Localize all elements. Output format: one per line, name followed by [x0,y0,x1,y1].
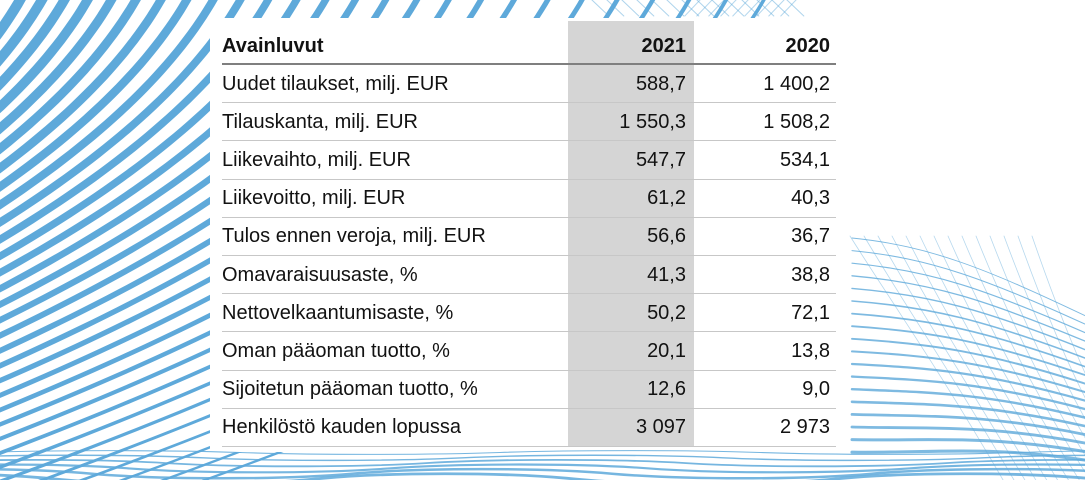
table-row: Henkilöstö kauden lopussa 3 097 2 973 [222,408,836,447]
row-label: Oman pääoman tuotto, % [222,339,450,362]
value-2021: 56,6 [568,217,694,255]
table-row: Oman pääoman tuotto, % 20,1 13,8 [222,332,836,371]
value-2021: 20,1 [568,332,694,370]
row-label: Nettovelkaantumisaste, % [222,301,454,324]
table-row: Liikevoitto, milj. EUR 61,2 40,3 [222,179,836,218]
bottom-wave-pattern [0,450,1085,480]
value-2020: 13,8 [791,339,830,362]
row-label: Henkilöstö kauden lopussa [222,416,462,439]
right-wave-pattern [849,235,1085,480]
value-2020: 9,0 [802,378,830,401]
mesh-pattern [591,0,805,17]
value-2021: 547,7 [568,141,694,179]
table-row: Sijoitetun pääoman tuotto, % 12,6 9,0 [222,370,836,409]
table-row: Uudet tilaukset, milj. EUR 588,7 1 400,2 [222,65,836,104]
column-header-2021: 2021 [568,21,694,63]
table-row: Omavaraisuusaste, % 41,3 38,8 [222,255,836,295]
row-label: Sijoitetun pääoman tuotto, % [222,378,478,401]
table-header-row: Avainluvut 2021 2020 [222,21,836,65]
value-2020: 72,1 [791,301,830,324]
row-label: Uudet tilaukset, milj. EUR [222,72,449,95]
value-2021: 3 097 [568,408,694,446]
row-label: Liikevaihto, milj. EUR [222,148,411,171]
value-2021: 1 550,3 [568,103,694,141]
value-2020: 2 973 [779,416,830,439]
value-2021: 588,7 [568,65,694,103]
row-label: Tilauskanta, milj. EUR [222,110,418,133]
table-row: Liikevaihto, milj. EUR 547,7 534,1 [222,141,836,180]
value-2020: 534,1 [779,148,830,171]
value-2021: 12,6 [568,370,694,408]
row-label: Liikevoitto, milj. EUR [222,187,406,210]
value-2021: 61,2 [568,179,694,217]
value-2021: 50,2 [568,294,694,332]
value-2020: 1 400,2 [763,72,830,95]
table-row: Nettovelkaantumisaste, % 50,2 72,1 [222,294,836,333]
key-figures-table: Avainluvut 2021 2020 Uudet tilaukset, mi… [222,21,836,447]
row-label: Tulos ennen veroja, milj. EUR [222,225,486,248]
table-row: Tulos ennen veroja, milj. EUR 56,6 36,7 [222,217,836,256]
value-2020: 1 508,2 [763,110,830,133]
value-2021: 41,3 [568,255,694,294]
value-2020: 40,3 [791,187,830,210]
row-label: Omavaraisuusaste, % [222,263,418,286]
value-2020: 36,7 [791,225,830,248]
column-header-2020: 2020 [785,35,831,57]
value-2020: 38,8 [791,263,830,286]
table-row: Tilauskanta, milj. EUR 1 550,3 1 508,2 [222,103,836,142]
table-title: Avainluvut [222,35,324,57]
